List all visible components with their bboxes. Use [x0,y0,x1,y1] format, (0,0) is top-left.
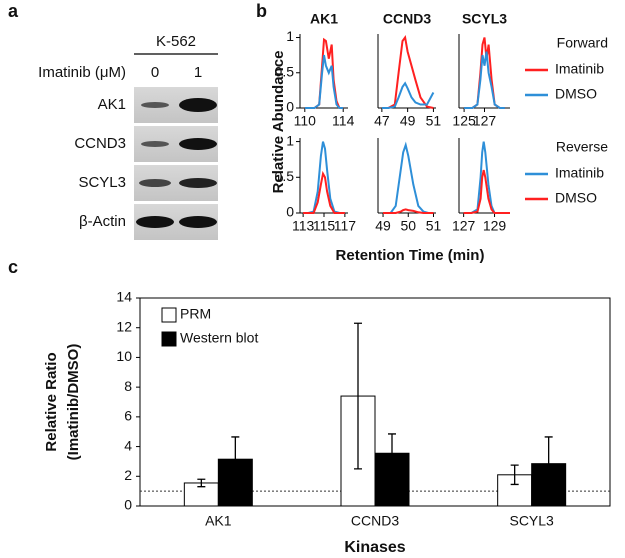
y-tick-label: 1 [286,28,294,44]
line-series [303,170,345,214]
y-tick-label: 8 [124,378,132,394]
x-tick-label: 125 [452,113,476,129]
x-tick-label: SCYL3 [509,513,554,529]
cell-line: K-562 [156,33,196,50]
error-bar [510,464,519,486]
line-series [383,141,434,214]
x-tick-label: 113 [292,218,315,234]
legend-label: Imatinib [555,165,604,181]
x-tick-label: 47 [374,113,390,129]
y-tick-label: 0.5 [275,63,295,79]
protein-label: SCYL3 [78,174,126,191]
y-tick-label: 0 [124,497,132,513]
legend-label: DMSO [555,86,597,102]
y-tick-label: 0.5 [275,168,295,184]
x-tick-label: 129 [483,218,507,234]
error-bar [354,322,362,470]
y-tick-label: 0 [286,99,294,115]
legend-title: Reverse [556,139,608,155]
x-axis-label: Kinases [344,539,405,556]
protein-label: CCND3 [74,135,126,152]
panel-label: a [8,1,19,21]
line-series [303,141,345,214]
y-tick-label: 1 [286,132,294,148]
y-axis-label: (Imatinib/DMSO) [65,344,82,461]
line-series [463,141,510,214]
x-tick-label: CCND3 [351,513,399,529]
panel-label: c [8,257,18,277]
y-tick-label: 4 [124,437,132,453]
error-bar [231,436,240,483]
line-series [304,54,344,109]
chart-title: AK1 [310,11,338,27]
x-tick-label: 51 [426,113,442,129]
x-tick-label: 115 [313,218,336,234]
x-tick-label: 51 [426,218,442,234]
treatment-label: Imatinib (μM) [38,64,126,81]
legend-title: Forward [557,35,608,51]
y-tick-label: 12 [116,318,132,334]
chart-title: CCND3 [383,11,431,27]
x-tick-label: 49 [375,218,391,234]
y-tick-label: 14 [116,289,132,305]
legend-label: PRM [180,306,211,322]
y-tick-label: 6 [124,408,132,424]
dose-label: 0 [151,64,159,81]
x-tick-label: 50 [400,218,416,234]
line-series [381,35,434,109]
x-tick-label: 49 [400,113,416,129]
panel-label: b [256,1,267,21]
line-series [463,169,510,214]
line-series [464,37,505,109]
x-axis-label: Retention Time (min) [336,247,485,264]
y-tick-label: 0 [286,204,294,220]
x-tick-label: 110 [294,113,317,129]
x-tick-label: 114 [332,113,355,129]
error-bar [388,433,396,474]
legend-label: Western blot [180,330,258,346]
y-tick-label: 10 [116,348,132,364]
legend-swatch [161,331,177,347]
protein-label: β-Actin [79,213,126,230]
error-bar [544,436,553,492]
line-series [464,51,505,109]
x-tick-label: 127 [473,113,497,129]
protein-label: AK1 [98,96,126,113]
legend-swatch [161,307,177,323]
x-tick-label: AK1 [205,513,232,529]
legend-label: Imatinib [555,61,604,77]
legend-label: DMSO [555,190,597,206]
chart-title: SCYL3 [462,11,507,27]
line-series [304,37,344,109]
line-series [381,81,435,109]
x-tick-label: 117 [334,218,357,234]
dose-label: 1 [194,64,202,81]
y-axis-label: Relative Ratio [43,352,60,451]
y-axis-label: Relative Abundance [270,51,287,194]
x-tick-label: 127 [452,218,476,234]
line-series [383,208,434,214]
error-bar [197,478,206,488]
blot [134,87,218,240]
y-tick-label: 2 [124,467,132,483]
